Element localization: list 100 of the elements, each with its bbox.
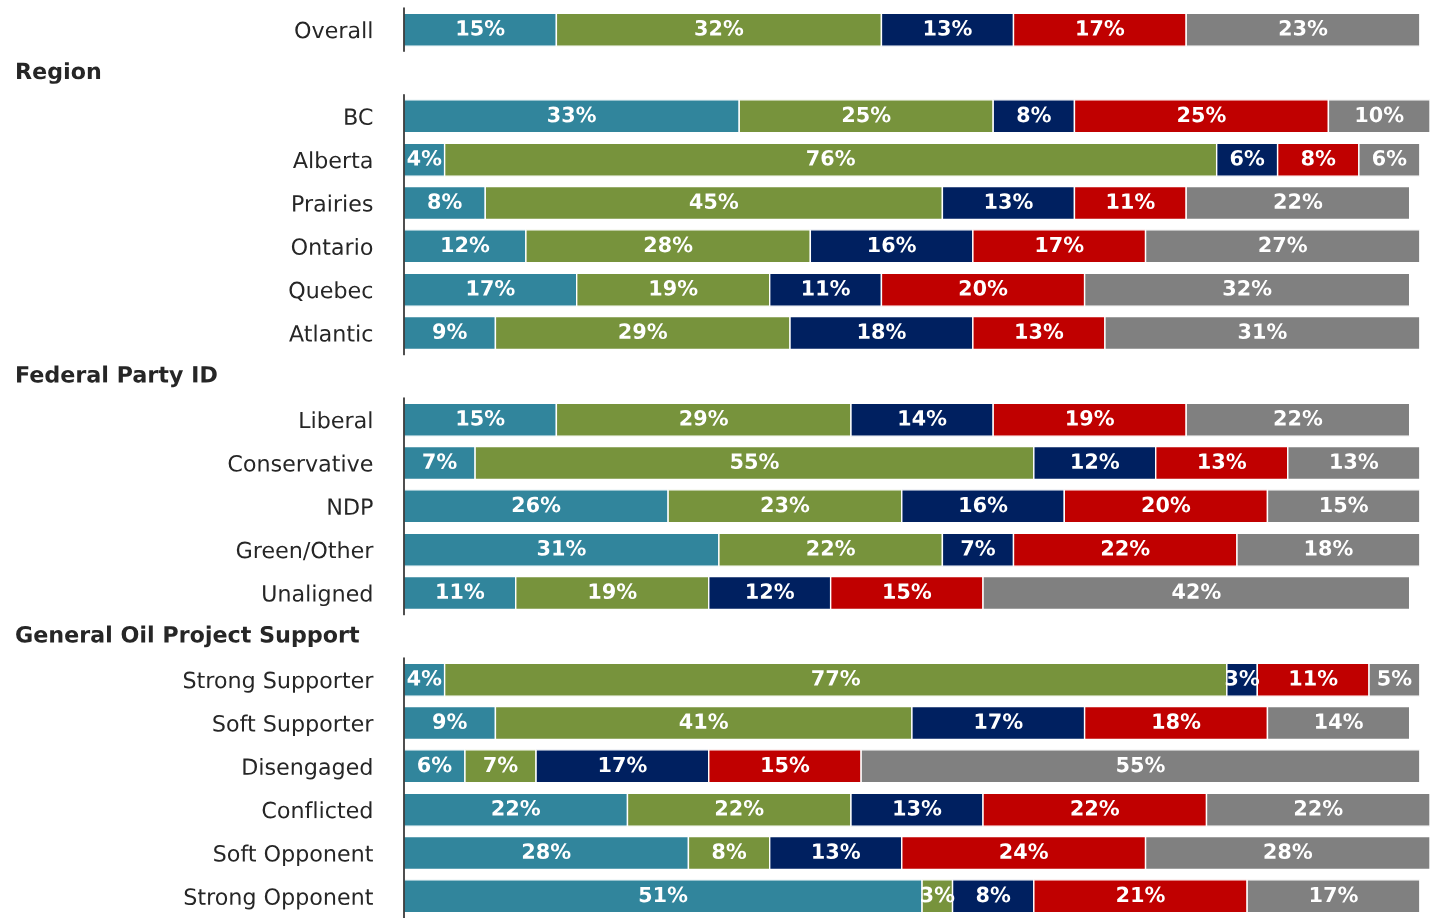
y-tick-label: Green/Other bbox=[236, 541, 374, 561]
data-label: 16% bbox=[960, 496, 1008, 513]
y-tick-label: Soft Supporter bbox=[213, 714, 374, 737]
data-label: 51% bbox=[639, 886, 688, 903]
y-tick-label: Overall bbox=[295, 21, 372, 39]
data-label: 18% bbox=[858, 323, 906, 340]
data-label: 12% bbox=[442, 236, 490, 253]
data-label: 18% bbox=[1153, 713, 1201, 730]
data-label: 12% bbox=[1072, 453, 1120, 470]
data-label: 22% bbox=[715, 799, 764, 816]
y-tick-label: Prairies bbox=[293, 194, 373, 212]
data-label: 13% bbox=[813, 843, 860, 860]
data-label: 22% bbox=[492, 799, 541, 816]
data-label: 13% bbox=[894, 799, 942, 816]
data-label: 20% bbox=[1142, 496, 1191, 513]
data-label: 15% bbox=[762, 756, 810, 773]
data-label: 9% bbox=[433, 713, 467, 730]
data-label: 13% bbox=[924, 19, 972, 36]
data-label: 28% bbox=[1264, 843, 1313, 860]
data-label: 15% bbox=[1321, 496, 1368, 513]
data-label: 6% bbox=[418, 756, 452, 773]
y-tick-label: Disengaged bbox=[243, 757, 372, 780]
data-label: 17% bbox=[1077, 19, 1125, 36]
data-label: 5% bbox=[1378, 669, 1412, 686]
data-label: 41% bbox=[679, 713, 728, 730]
data-label: 32% bbox=[695, 19, 744, 36]
text: Federal Party ID bbox=[17, 365, 217, 388]
data-label: 22% bbox=[1101, 539, 1150, 556]
data-label: 8% bbox=[1301, 149, 1336, 166]
data-label: 19% bbox=[650, 279, 698, 296]
data-label: 8% bbox=[976, 886, 1011, 903]
data-label: 31% bbox=[537, 539, 586, 556]
data-label: 22% bbox=[1274, 193, 1323, 210]
data-label: 32% bbox=[1223, 279, 1272, 296]
data-label: 22% bbox=[807, 539, 855, 556]
data-label: 7% bbox=[423, 453, 457, 470]
data-label: 22% bbox=[1294, 799, 1343, 816]
data-label: 31% bbox=[1238, 323, 1287, 340]
data-label: 45% bbox=[689, 193, 739, 210]
data-label: 17% bbox=[1036, 236, 1084, 253]
data-label: 4% bbox=[407, 149, 442, 166]
data-label: 7% bbox=[484, 756, 518, 773]
data-label: 16% bbox=[869, 236, 916, 253]
data-label: 21% bbox=[1117, 886, 1165, 903]
data-label: 17% bbox=[467, 279, 515, 296]
data-label: 11% bbox=[1290, 669, 1338, 686]
data-label: 29% bbox=[680, 409, 728, 426]
data-label: 13% bbox=[1016, 323, 1064, 340]
data-label: 26% bbox=[512, 496, 561, 513]
data-label: 6% bbox=[1230, 149, 1265, 166]
data-label: 20% bbox=[959, 279, 1008, 296]
y-tick-label: Conflicted bbox=[262, 801, 372, 819]
data-label: 15% bbox=[457, 19, 505, 36]
y-tick-label: Conservative bbox=[228, 454, 373, 472]
data-label: 17% bbox=[975, 713, 1023, 730]
data-label: 33% bbox=[548, 106, 596, 123]
data-label: 13% bbox=[1331, 453, 1379, 470]
data-label: 23% bbox=[761, 496, 810, 513]
data-label: 24% bbox=[1000, 843, 1048, 860]
data-label: 15% bbox=[457, 409, 505, 426]
data-label: 11% bbox=[1107, 193, 1155, 210]
data-label: 7% bbox=[961, 539, 995, 556]
data-label: 19% bbox=[1067, 409, 1114, 426]
y-tick-label: Alberta bbox=[293, 151, 372, 169]
data-label: 8% bbox=[1017, 106, 1051, 123]
data-label: 6% bbox=[1372, 149, 1407, 166]
data-label: 22% bbox=[1274, 409, 1323, 426]
data-label: 25% bbox=[1178, 106, 1226, 123]
y-tick-label: Strong Supporter bbox=[183, 671, 374, 693]
data-label: 29% bbox=[619, 323, 667, 340]
data-label: 8% bbox=[428, 193, 462, 210]
y-tick-label: Soft Opponent bbox=[214, 844, 373, 867]
data-label: 28% bbox=[522, 843, 571, 860]
data-label: 23% bbox=[1279, 19, 1328, 36]
data-label: 13% bbox=[1199, 453, 1247, 470]
data-label: 55% bbox=[1117, 756, 1165, 773]
data-label: 14% bbox=[899, 409, 947, 426]
y-tick-label: Ontario bbox=[291, 237, 373, 256]
y-tick-label: Quebec bbox=[289, 281, 373, 301]
data-label: 13% bbox=[985, 193, 1033, 210]
data-label: 22% bbox=[1071, 799, 1120, 816]
y-tick-label: BC bbox=[345, 108, 373, 126]
data-label: 9% bbox=[433, 323, 467, 340]
data-label: 19% bbox=[589, 583, 637, 600]
data-label: 10% bbox=[1356, 106, 1404, 123]
data-label: 8% bbox=[712, 843, 747, 860]
data-label: 14% bbox=[1315, 713, 1363, 730]
y-tick-label: NDP bbox=[328, 498, 373, 515]
text: General Oil Project Support bbox=[16, 625, 360, 648]
data-label: 4% bbox=[407, 669, 442, 686]
data-label: 17% bbox=[599, 756, 647, 773]
y-tick-label: Atlantic bbox=[289, 324, 373, 342]
data-label: 11% bbox=[437, 583, 485, 600]
data-label: 17% bbox=[1310, 886, 1358, 903]
data-label: 76% bbox=[807, 149, 855, 166]
y-tick-label: Strong Opponent bbox=[184, 888, 373, 910]
data-label: 11% bbox=[802, 279, 850, 296]
data-label: 28% bbox=[644, 236, 693, 253]
text: Region bbox=[17, 62, 101, 84]
data-label: 27% bbox=[1259, 236, 1307, 253]
